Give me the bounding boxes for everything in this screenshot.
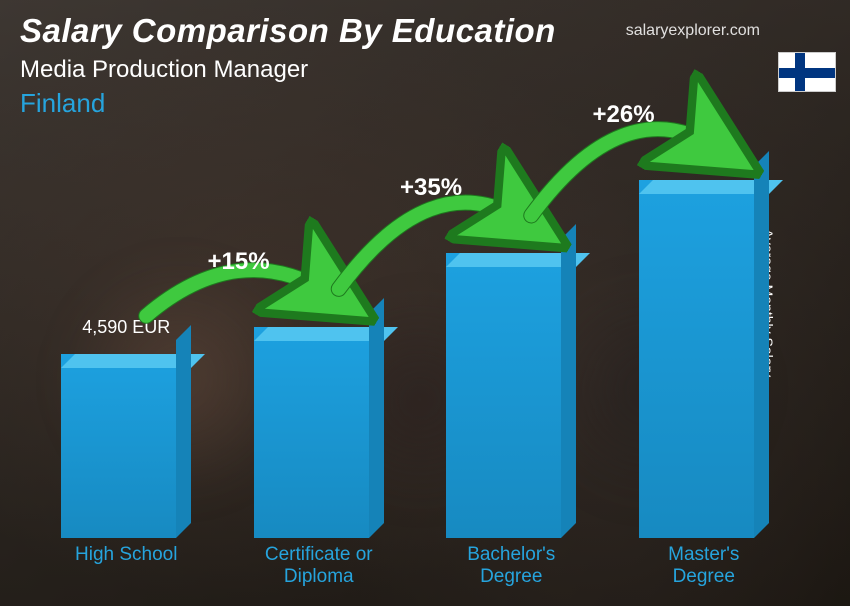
bar-group: 5,260 EUR <box>223 290 416 538</box>
chart-subtitle: Media Production Manager <box>20 56 830 84</box>
x-axis-label: High School <box>30 538 223 586</box>
increment-pct-label: +26% <box>593 101 655 129</box>
bar-group: 8,920 EUR <box>608 143 801 538</box>
bar-value-label: 7,090 EUR <box>467 216 555 237</box>
x-axis: High SchoolCertificate orDiplomaBachelor… <box>30 538 800 586</box>
watermark: salaryexplorer.com <box>626 22 760 40</box>
bar-value-label: 4,590 EUR <box>82 317 170 338</box>
bar-front-face <box>446 253 561 538</box>
x-axis-label: Master'sDegree <box>608 538 801 586</box>
bar-value-label: 5,260 EUR <box>275 290 363 311</box>
bar-side-face <box>176 325 191 538</box>
bar-front-face <box>639 180 754 538</box>
bar-side-face <box>754 151 769 538</box>
bar-group: 4,590 EUR <box>30 317 223 538</box>
bar-group: 7,090 EUR <box>415 216 608 538</box>
bar-side-face <box>369 298 384 538</box>
chart-country: Finland <box>20 88 830 119</box>
x-axis-label: Bachelor'sDegree <box>415 538 608 586</box>
bar-3d <box>61 354 191 538</box>
bar-3d <box>254 327 384 538</box>
country-flag-finland <box>778 52 836 92</box>
bar-front-face <box>61 354 176 538</box>
bar-chart: 4,590 EUR 5,260 EUR 7,090 EUR 8,920 EUR … <box>30 130 800 586</box>
bar-3d <box>446 253 576 538</box>
bar-side-face <box>561 224 576 538</box>
increment-pct-label: +35% <box>400 174 462 202</box>
bar-front-face <box>254 327 369 538</box>
bar-value-label: 8,920 EUR <box>660 143 748 164</box>
increment-pct-label: +15% <box>208 248 270 276</box>
x-axis-label: Certificate orDiploma <box>223 538 416 586</box>
bar-3d <box>639 180 769 538</box>
